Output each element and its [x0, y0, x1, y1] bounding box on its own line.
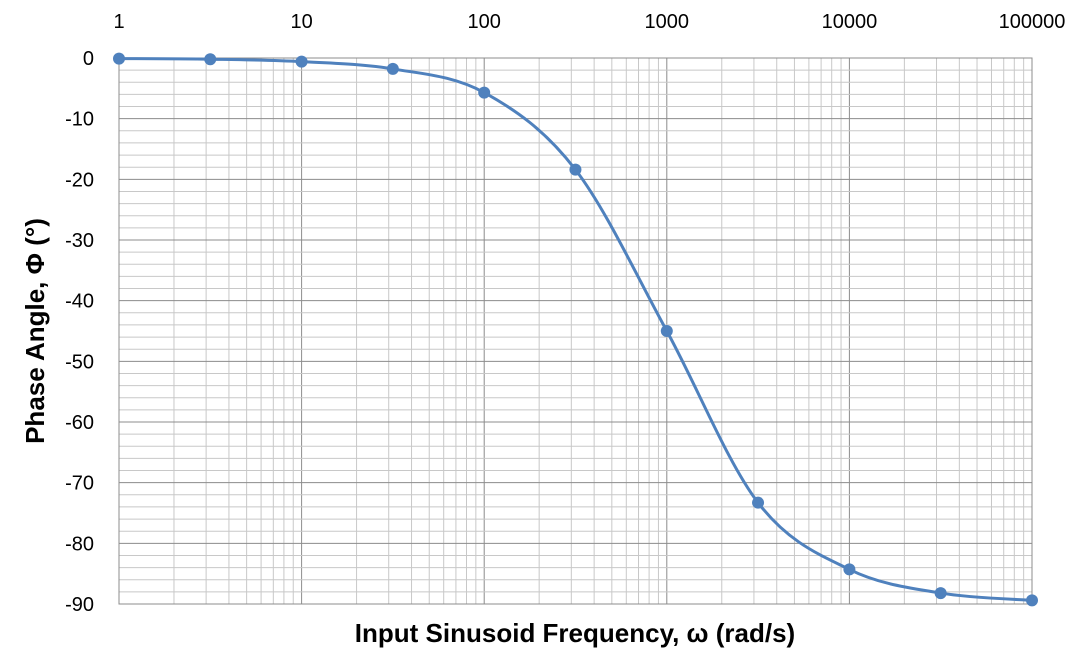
y-tick-label: -60: [65, 412, 94, 434]
y-tick-label: -40: [65, 291, 94, 313]
y-tick-label: -10: [65, 109, 94, 131]
plot-area: [118, 57, 1033, 605]
data-point: [843, 563, 856, 576]
x-tick-label: 1000: [645, 11, 690, 33]
x-tick-label: 100: [468, 11, 501, 33]
data-point: [295, 55, 308, 68]
data-point: [113, 52, 125, 65]
x-tick-label: 100000: [999, 11, 1066, 33]
data-point: [204, 53, 217, 66]
data-point: [386, 62, 399, 75]
y-axis-tick-labels: 0 -10 -20 -30 -40 -50 -60 -70 -80 -90: [65, 48, 94, 616]
data-point: [934, 587, 947, 600]
x-tick-label: 1: [113, 11, 124, 33]
x-tick-label: 10: [290, 11, 312, 33]
data-point: [1026, 594, 1038, 607]
data-point: [752, 496, 765, 509]
y-tick-label: -90: [65, 594, 94, 616]
grid: [118, 57, 1033, 605]
y-tick-label: -30: [65, 230, 94, 252]
data-point: [569, 163, 582, 176]
y-tick-label: -70: [65, 473, 94, 495]
data-point: [660, 325, 673, 337]
data-point: [478, 86, 491, 99]
x-axis-title: Input Sinusoid Frequency, ω (rad/s): [355, 618, 795, 648]
y-tick-label: -50: [65, 351, 94, 373]
series-line: [118, 57, 1033, 602]
y-tick-label: 0: [83, 48, 94, 70]
x-axis-tick-labels: 1 10 100 1000 10000 100000: [113, 11, 1065, 33]
data-markers: [113, 52, 1038, 607]
y-tick-label: -80: [65, 533, 94, 555]
y-axis-title: Phase Angle, Φ (°): [20, 218, 50, 444]
y-tick-label: -20: [65, 169, 94, 191]
x-tick-label: 10000: [822, 11, 878, 33]
